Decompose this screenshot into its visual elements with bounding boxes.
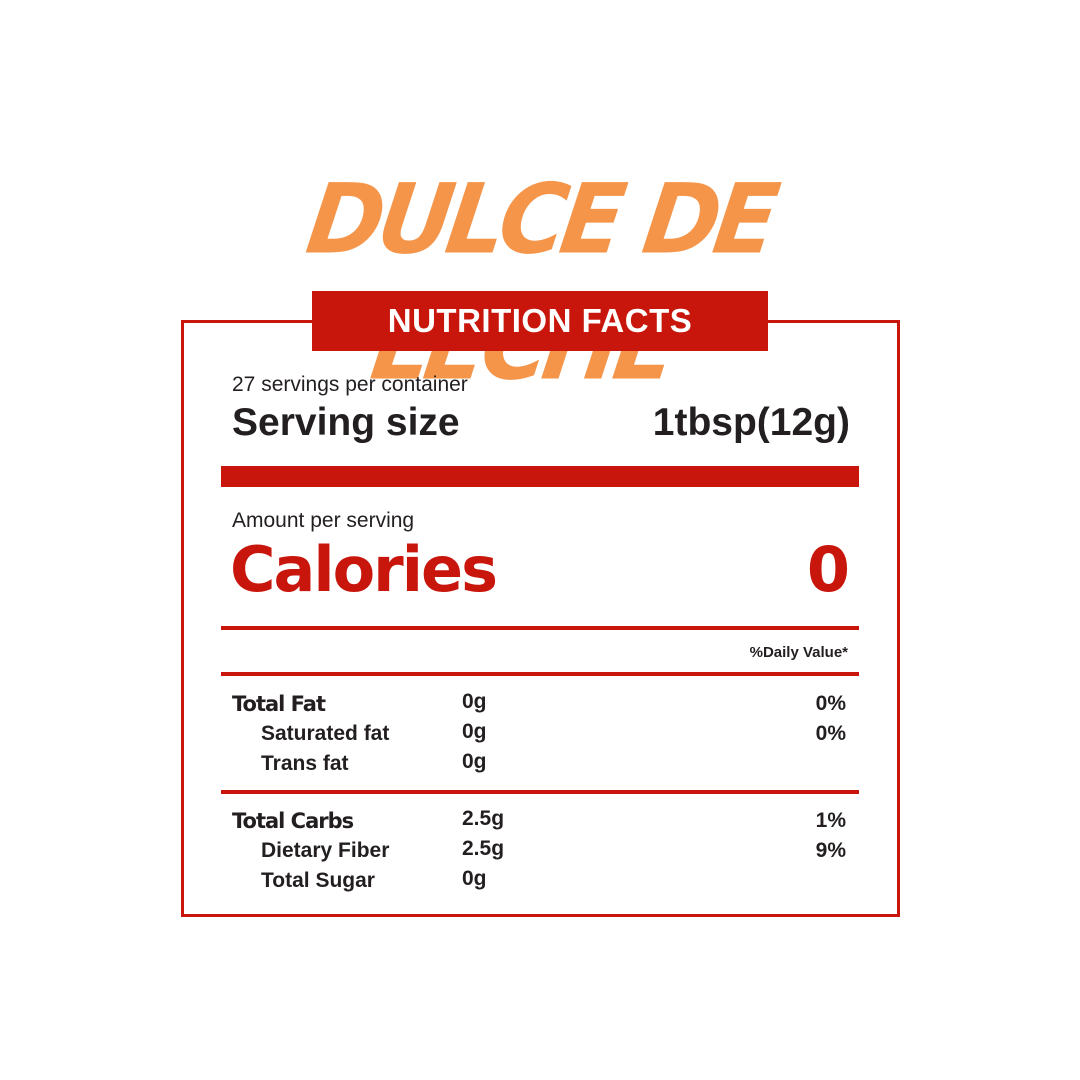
- serving-size-label: Serving size: [232, 401, 460, 444]
- nutrient-label: Saturated fat: [261, 722, 390, 745]
- nutrient-amount: 2.5g: [462, 837, 505, 860]
- servings-per-container: 27 servings per container: [232, 373, 468, 396]
- divider: [221, 790, 859, 794]
- nutrient-dv: 9%: [815, 839, 846, 862]
- nutrient-dv: 0%: [815, 692, 846, 715]
- daily-value-header: %Daily Value*: [749, 644, 848, 661]
- divider: [221, 672, 859, 676]
- nutrient-amount: 2.5g: [462, 807, 505, 830]
- nutrition-facts-banner: NUTRITION FACTS: [312, 291, 768, 351]
- thick-divider: [221, 466, 859, 487]
- nutrient-label: Total Sugar: [261, 869, 375, 892]
- nutrient-label: Dietary Fiber: [261, 839, 390, 862]
- nutrient-amount: 0g: [462, 690, 487, 713]
- nutrient-label: Total Fat: [232, 692, 326, 716]
- calories-label: Calories: [230, 533, 498, 606]
- product-title: DULCE DE LECHE: [300, 163, 780, 401]
- divider: [221, 626, 859, 630]
- serving-size-value: 1tbsp(12g): [652, 401, 850, 444]
- nutrient-amount: 0g: [462, 750, 487, 773]
- nutrient-dv: 0%: [815, 722, 846, 745]
- nutrient-label: Trans fat: [261, 752, 349, 775]
- nutrient-amount: 0g: [462, 867, 487, 890]
- nutrient-amount: 0g: [462, 720, 487, 743]
- calories-value: 0: [806, 533, 850, 606]
- nutrient-dv: 1%: [815, 809, 846, 832]
- amount-per-serving: Amount per serving: [232, 509, 415, 532]
- nutrient-label: Total Carbs: [232, 809, 354, 833]
